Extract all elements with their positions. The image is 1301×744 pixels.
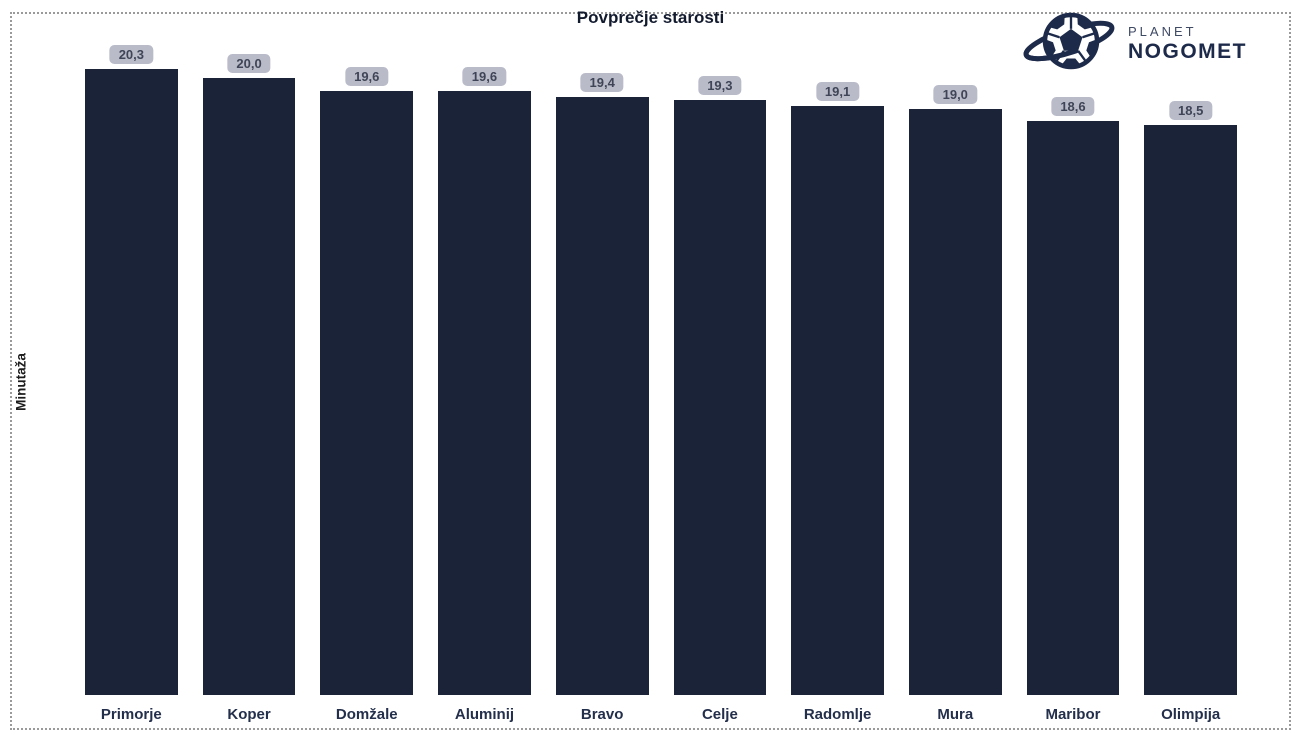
bar-radomlje[interactable] [791, 106, 884, 695]
bar-area: 18,5 [1144, 69, 1238, 695]
bar-area: 19,3 [673, 69, 767, 695]
bar-maribor[interactable] [1026, 121, 1120, 695]
x-label: Radomlje [803, 705, 872, 723]
value-badge: 18,6 [1051, 97, 1095, 117]
y-axis-label: Minutaža [13, 353, 29, 411]
bar-column: 19,6 Domžale [320, 66, 414, 731]
x-label: Bravo [580, 705, 624, 723]
soccer-ball-with-ring-icon [1020, 10, 1118, 77]
x-label: Primorje [100, 705, 162, 723]
bar-area: 20,0 [202, 54, 296, 695]
x-label: Maribor [1045, 705, 1101, 723]
x-label: Olimpija [1161, 705, 1221, 723]
bar-bravo[interactable] [555, 96, 649, 695]
bar-olimpija[interactable] [1144, 124, 1238, 695]
bar-aluminij[interactable] [438, 90, 531, 695]
bar-column: 18,6 Maribor [1026, 69, 1120, 731]
logo-wordmark: PLANET NOGOMET [1128, 24, 1247, 63]
value-badge: 19,4 [580, 72, 624, 92]
bar-mura[interactable] [908, 109, 1002, 695]
bar-column: 19,0 Mura [908, 69, 1002, 731]
value-badge: 19,6 [345, 66, 389, 86]
bar-area: 19,1 [791, 69, 884, 695]
value-badge: 20,0 [227, 54, 271, 74]
bar-area: 19,6 [320, 66, 414, 695]
value-badge: 20,3 [109, 45, 153, 64]
bar-celje[interactable] [673, 99, 767, 695]
x-label: Celje [701, 705, 738, 723]
bar-domžale[interactable] [320, 90, 414, 695]
bar-column: 18,5 Olimpija [1144, 69, 1238, 731]
logo-planet-text: PLANET [1128, 24, 1197, 39]
bar-area: 19,4 [555, 69, 649, 695]
bar-area: 20,3 [85, 45, 178, 695]
bar-columns: 20,3 Primorje 20,0 Koper 19,6 Domžale 19,6 Alum… [85, 45, 1238, 731]
bar-area: 19,0 [908, 69, 1002, 695]
bar-column: 19,4 Bravo [555, 69, 649, 731]
logo-nogomet-text: NOGOMET [1128, 40, 1247, 63]
x-label: Mura [937, 705, 974, 723]
value-badge: 19,1 [815, 82, 860, 102]
bar-column: 19,3 Celje [673, 69, 767, 731]
value-badge: 18,5 [1169, 100, 1213, 120]
x-label: Aluminij [454, 705, 515, 723]
value-badge: 19,3 [698, 75, 742, 95]
bar-column: 19,1 Radomlje [791, 69, 884, 731]
bar-primorje[interactable] [85, 69, 178, 695]
bar-koper[interactable] [202, 78, 296, 695]
value-badge: 19,6 [462, 66, 507, 86]
bar-area: 19,6 [438, 66, 531, 695]
chart-title: Povprečje starosti [576, 8, 725, 27]
planet-nogomet-logo: PLANET NOGOMET [1020, 10, 1247, 77]
bar-column: 19,6 Aluminij [438, 66, 531, 731]
bar-column: 20,0 Koper [202, 54, 296, 731]
bar-column: 20,3 Primorje [85, 45, 178, 731]
value-badge: 19,0 [933, 85, 977, 105]
x-label: Domžale [335, 705, 398, 723]
bar-area: 18,6 [1026, 69, 1120, 695]
x-label: Koper [227, 705, 271, 723]
